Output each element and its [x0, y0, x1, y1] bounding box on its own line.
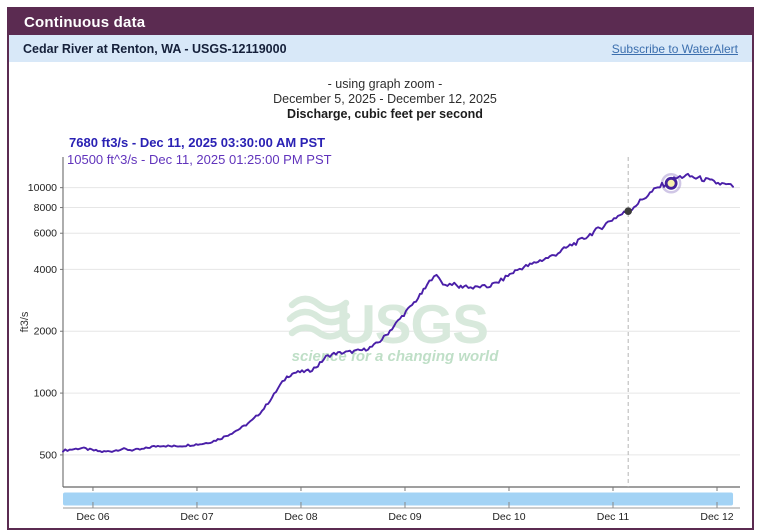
date-range-title: December 5, 2025 - December 12, 2025	[273, 92, 497, 106]
x-tick-label: Dec 08	[284, 511, 317, 523]
discharge-series-line	[62, 172, 734, 454]
time-range-slider[interactable]	[63, 492, 734, 506]
section-title: Continuous data	[24, 13, 146, 31]
y-tick-label: 8000	[34, 202, 58, 214]
x-tick-label: Dec 11	[597, 511, 630, 523]
highlight-marker-halo	[660, 173, 682, 194]
station-bar: Cedar River at Renton, WA - USGS-1211900…	[9, 35, 752, 62]
y-tick-label: 2000	[34, 326, 58, 338]
subscribe-wateralert-link[interactable]: Subscribe to WaterAlert	[611, 41, 738, 56]
readout-primary: 7680 ft3/s - Dec 11, 2025 03:30:00 AM PS…	[69, 135, 325, 150]
cursor-point-dot	[624, 207, 632, 216]
chart-text-layer: - using graph zoom - December 5, 2025 - …	[19, 77, 497, 332]
x-tick-label: Dec 07	[180, 511, 213, 523]
grid-layer: 500 1000 2000 4000 6000 8000 10000 Dec 06 Dec 07…	[28, 157, 740, 523]
y-tick-label: 6000	[34, 228, 58, 240]
y-tick-label: 4000	[34, 264, 58, 276]
graph-zoom-note: - using graph zoom -	[328, 77, 443, 91]
y-tick-label: 500	[39, 449, 57, 461]
series-layer	[62, 172, 734, 454]
discharge-graph[interactable]: 500 1000 2000 4000 6000 8000 10000 Dec 06 Dec 07…	[9, 62, 752, 528]
usgs-wave-icon	[288, 324, 347, 340]
y-tick-label: 1000	[34, 388, 58, 400]
plot-zoom-region[interactable]	[63, 157, 740, 487]
x-tick-label: Dec 06	[76, 511, 109, 523]
usgs-wave-icon	[288, 295, 350, 313]
section-header: Continuous data	[9, 9, 752, 35]
overlay-layer	[63, 157, 740, 487]
parameter-title: Discharge, cubic feet per second	[287, 107, 483, 121]
x-tick-label: Dec 09	[388, 511, 421, 523]
usgs-wave-icon	[286, 308, 351, 326]
station-title: Cedar River at Renton, WA - USGS-1211900…	[23, 41, 287, 56]
readout-secondary: 10500 ft^3/s - Dec 11, 2025 01:25:00 PM …	[67, 152, 332, 167]
page-container: Continuous data Cedar River at Renton, W…	[7, 7, 754, 530]
y-axis-label: ft3/s	[19, 311, 31, 332]
x-tick-label: Dec 12	[700, 511, 733, 523]
y-tick-label: 10000	[28, 182, 57, 194]
x-tick-label: Dec 10	[492, 511, 525, 523]
chart-area: 500 1000 2000 4000 6000 8000 10000 Dec 06 Dec 07…	[9, 62, 752, 528]
highlighted-data-point[interactable]	[664, 176, 678, 190]
